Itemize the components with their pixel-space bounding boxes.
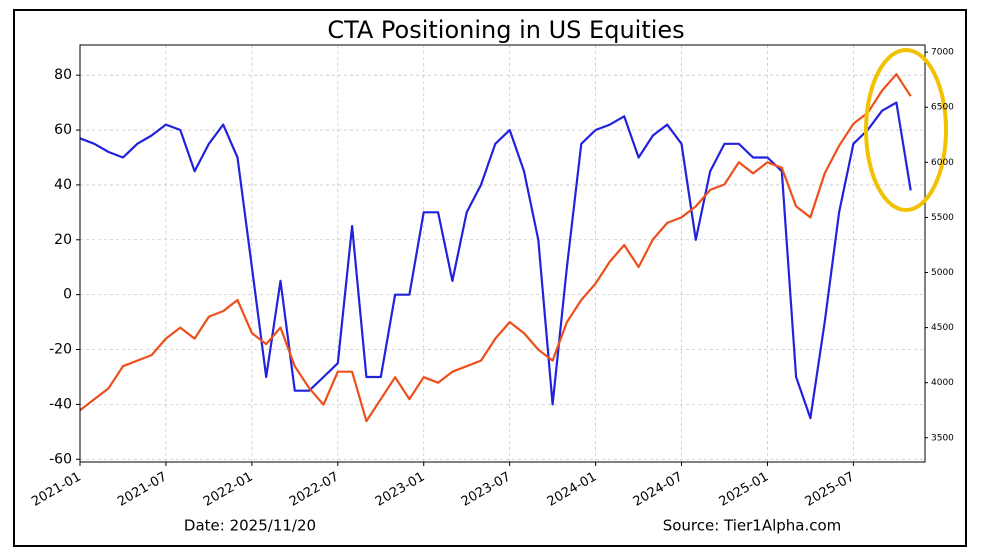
y2-tick-label: 3500 <box>931 433 954 443</box>
y2-tick-label: 4000 <box>931 378 954 388</box>
series-line <box>79 101 912 420</box>
date-note: Date: 2025/11/20 <box>184 517 316 535</box>
y-tick-label: 20 <box>54 232 72 248</box>
series-line <box>79 73 912 423</box>
y-tick-label: 40 <box>54 177 72 193</box>
highlight-ellipse <box>864 48 948 212</box>
plot-frame <box>79 44 926 463</box>
y-tick-label: -40 <box>49 396 72 412</box>
y2-tick-label: 6000 <box>931 158 954 168</box>
frame <box>13 9 967 547</box>
y-tick-label: -20 <box>49 342 72 358</box>
y2-tick-label: 5500 <box>931 213 954 223</box>
y2-tick-label: 5000 <box>931 268 954 278</box>
y-tick-label: -60 <box>49 451 72 467</box>
source-note: Source: Tier1Alpha.com <box>663 517 842 535</box>
y-tick-label: 0 <box>63 287 72 303</box>
y2-tick-label: 7000 <box>931 48 954 58</box>
y2-tick-label: 4500 <box>931 323 954 333</box>
y-tick-label: 60 <box>54 122 72 138</box>
y2-tick-label: 6500 <box>931 103 954 113</box>
y-tick-label: 80 <box>54 67 72 83</box>
chart-title: CTA Positioning in US Equities <box>327 16 684 44</box>
